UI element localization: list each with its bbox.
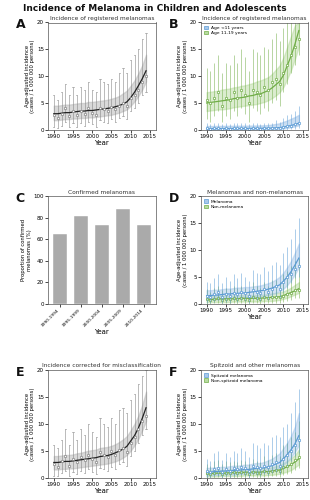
Title: Confirmed melanomas: Confirmed melanomas — [68, 190, 135, 194]
Legend: Spitzoid melanoma, Non-spitzoid melanoma: Spitzoid melanoma, Non-spitzoid melanoma — [203, 372, 264, 384]
Title: Incidence of registered melanomas: Incidence of registered melanomas — [202, 16, 307, 20]
Text: A: A — [16, 18, 25, 31]
X-axis label: Year: Year — [95, 329, 109, 335]
Text: B: B — [169, 18, 178, 31]
Y-axis label: Proportion of confirmed
melanomas (%): Proportion of confirmed melanomas (%) — [21, 219, 32, 281]
Bar — [95, 226, 109, 304]
Text: F: F — [169, 366, 177, 379]
Y-axis label: Age-adjusted incidence
(cases / 1 000 000 persons): Age-adjusted incidence (cases / 1 000 00… — [178, 213, 188, 287]
Title: Incidence corrected for misclassification: Incidence corrected for misclassificatio… — [42, 364, 161, 368]
Legend: Age <11 years, Age 11-19 years: Age <11 years, Age 11-19 years — [203, 24, 248, 36]
Title: Spitzoid and other melanomas: Spitzoid and other melanomas — [210, 364, 300, 368]
X-axis label: Year: Year — [95, 140, 109, 146]
Text: Incidence of Melanoma in Children and Adolescents: Incidence of Melanoma in Children and Ad… — [23, 4, 287, 13]
X-axis label: Year: Year — [247, 314, 262, 320]
X-axis label: Year: Year — [95, 488, 109, 494]
Bar — [53, 234, 67, 304]
Text: D: D — [169, 192, 179, 205]
Legend: Melanoma, Non-melanoma: Melanoma, Non-melanoma — [203, 198, 245, 209]
Bar — [137, 226, 151, 304]
Bar — [116, 209, 130, 304]
Title: Incidence of registered melanomas: Incidence of registered melanomas — [50, 16, 154, 20]
Y-axis label: Age-adjusted incidence
(cases / 1 000 000 persons): Age-adjusted incidence (cases / 1 000 00… — [25, 387, 35, 460]
Bar — [74, 216, 88, 304]
Text: C: C — [16, 192, 25, 205]
Y-axis label: Age-adjusted incidence
(cases / 1 000 000 persons): Age-adjusted incidence (cases / 1 000 00… — [25, 40, 35, 113]
Text: E: E — [16, 366, 24, 379]
X-axis label: Year: Year — [247, 140, 262, 146]
Y-axis label: Age-adjusted incidence
(cases / 1 000 000 persons): Age-adjusted incidence (cases / 1 000 00… — [178, 40, 188, 113]
Title: Melanomas and non-melanomas: Melanomas and non-melanomas — [206, 190, 303, 194]
X-axis label: Year: Year — [247, 488, 262, 494]
Y-axis label: Age-adjusted incidence
(cases / 1 000 000 persons): Age-adjusted incidence (cases / 1 000 00… — [178, 387, 188, 460]
